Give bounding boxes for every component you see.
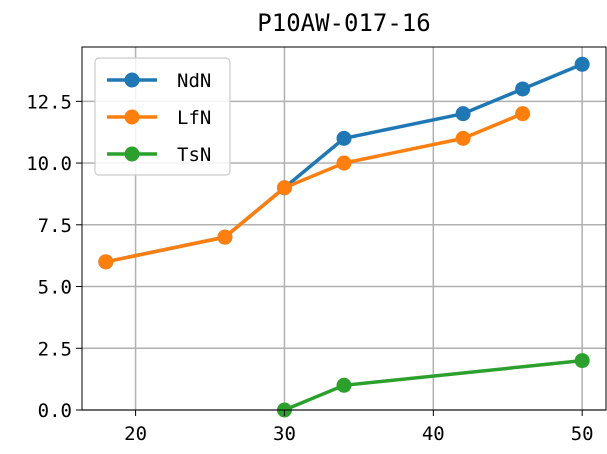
x-tick-label: 50	[571, 423, 594, 445]
axis-ticks: 20 30 40 50 0.0 2.5 5.0 7.5 10.0 12.5	[26, 91, 593, 445]
data-point	[515, 106, 531, 122]
series-lfn	[98, 106, 531, 270]
data-point	[574, 353, 590, 369]
series-line	[105, 112, 524, 264]
legend: NdN LfN TsN	[94, 57, 231, 176]
plot-frame	[81, 46, 607, 411]
x-tick-label: 20	[124, 423, 147, 445]
legend-entry: LfN	[107, 107, 211, 129]
legend-swatch-marker	[124, 109, 140, 125]
series-layer	[98, 56, 590, 418]
legend-entry: TsN	[107, 144, 211, 166]
legend-entry: NdN	[107, 70, 211, 92]
data-point	[336, 130, 352, 146]
legend-label: TsN	[177, 144, 211, 166]
legend-label: NdN	[177, 70, 211, 92]
data-point	[336, 155, 352, 171]
chart-title: P10AW-017-16	[257, 9, 430, 37]
x-tick-label: 40	[422, 423, 445, 445]
y-tick-label: 7.5	[38, 215, 72, 237]
x-tick-label: 30	[273, 423, 296, 445]
legend-swatch-marker	[124, 72, 140, 88]
data-point	[574, 56, 590, 72]
y-tick-label: 5.0	[38, 277, 72, 299]
data-point	[217, 229, 233, 245]
data-point	[455, 130, 471, 146]
legend-label: LfN	[177, 107, 211, 129]
y-tick-label: 2.5	[38, 338, 72, 360]
data-point	[276, 180, 292, 196]
legend-swatch-marker	[124, 146, 140, 162]
data-point	[455, 106, 471, 122]
data-point	[515, 81, 531, 97]
legend-box	[94, 57, 231, 176]
y-tick-label: 12.5	[26, 91, 72, 113]
y-tick-label: 10.0	[26, 153, 72, 175]
data-point	[98, 254, 114, 270]
data-point	[336, 377, 352, 393]
y-tick-label: 0.0	[38, 400, 72, 422]
